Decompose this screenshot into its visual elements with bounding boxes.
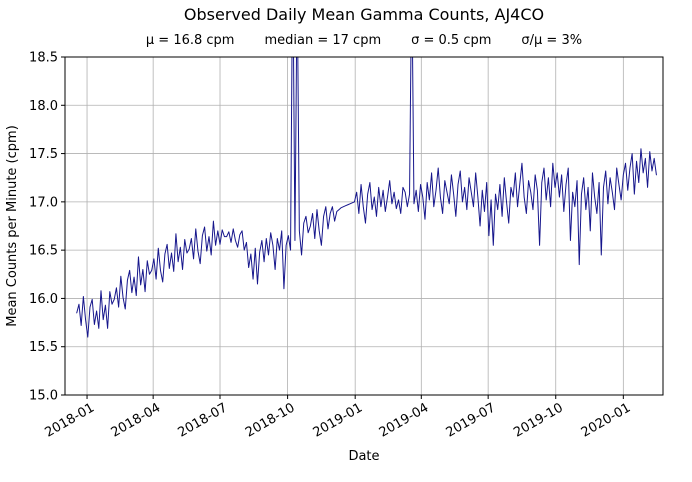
data-series-line bbox=[76, 57, 657, 338]
stat-cv: σ/μ = 3% bbox=[521, 33, 583, 48]
stat-median: median = 17 cpm bbox=[264, 33, 382, 48]
x-tick-label: 2019-07 bbox=[444, 400, 499, 440]
x-tick-labels: 2018-01 2018-04 2018-07 2018-10 2019-01 2019-… bbox=[42, 400, 633, 440]
x-tick-label: 2019-04 bbox=[377, 400, 432, 440]
x-tick-label: 2020-01 bbox=[579, 400, 634, 440]
x-tick-label: 2018-10 bbox=[243, 400, 298, 440]
y-tick-label: 15.5 bbox=[29, 340, 58, 355]
y-tick-label: 16.5 bbox=[29, 244, 58, 259]
y-tick-label: 17.0 bbox=[29, 195, 58, 210]
chart-subtitle: μ = 16.8 cpm median = 17 cpm σ = 0.5 cpm… bbox=[65, 33, 663, 48]
x-tick-label: 2019-10 bbox=[511, 400, 566, 440]
grid-lines bbox=[65, 56, 663, 396]
plot-frame bbox=[64, 56, 664, 396]
y-tick-label: 16.0 bbox=[29, 292, 58, 307]
y-tick-labels: 15.0 15.5 16.0 16.5 17.0 17.5 18.0 18.5 bbox=[29, 51, 58, 404]
y-axis-label: Mean Counts per Minute (cpm) bbox=[5, 125, 20, 327]
x-axis-label: Date bbox=[348, 449, 379, 464]
x-tick-label: 2018-04 bbox=[109, 400, 164, 440]
axis-ticks bbox=[61, 56, 624, 399]
stat-mean: μ = 16.8 cpm bbox=[145, 33, 235, 48]
x-tick-label: 2018-01 bbox=[42, 400, 97, 440]
y-tick-label: 18.0 bbox=[29, 99, 58, 114]
y-tick-label: 17.5 bbox=[29, 147, 58, 162]
y-tick-label: 18.5 bbox=[29, 51, 58, 66]
y-tick-label: 15.0 bbox=[29, 389, 58, 404]
x-tick-label: 2018-07 bbox=[175, 400, 230, 440]
stat-sigma: σ = 0.5 cpm bbox=[411, 33, 492, 48]
chart-title: Observed Daily Mean Gamma Counts, AJ4CO bbox=[183, 5, 545, 24]
x-tick-label: 2019-01 bbox=[311, 400, 366, 440]
